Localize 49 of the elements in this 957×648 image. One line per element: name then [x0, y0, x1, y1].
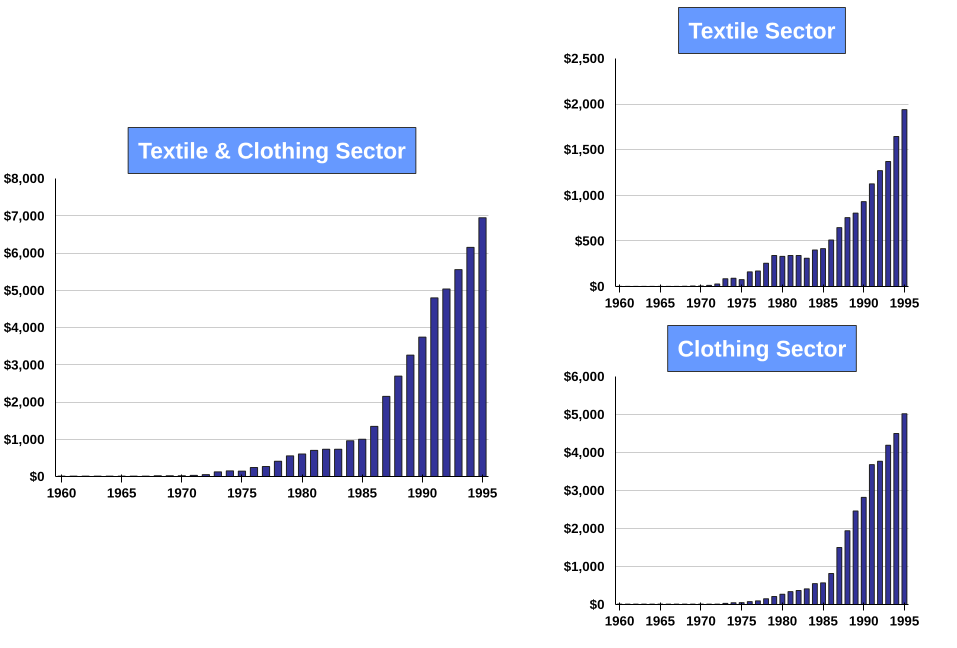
x-tick-label: 1980	[768, 614, 798, 628]
y-tick-label: $0	[590, 597, 605, 612]
y-tick-label: $1,000	[564, 188, 604, 203]
y-tick-label: $2,000	[564, 96, 604, 112]
y-tick-label: $3,000	[4, 357, 44, 372]
x-tick-label: 1975	[726, 614, 758, 628]
x-tick-label: 1960	[604, 614, 634, 628]
x-tick-label: 1980	[287, 486, 317, 500]
chart-title: Clothing Sector	[678, 336, 847, 362]
y-tick-label: $5,000	[564, 407, 604, 422]
y-tick-label: $5,000	[4, 282, 44, 298]
y-tick-label: $1,000	[4, 432, 44, 447]
y-tick-label: $4,000	[564, 445, 604, 460]
x-tick-label: 1965	[645, 296, 676, 310]
x-tick-label: 1965	[106, 486, 138, 500]
y-tick-label: $2,000	[4, 394, 44, 410]
y-tick-label: $4,000	[4, 320, 44, 335]
y-tick-label: $1,000	[564, 559, 604, 574]
x-tick-label: 1985	[808, 296, 838, 310]
x-tick-label: 1990	[408, 486, 438, 500]
y-tick-label: $1,500	[564, 142, 604, 158]
x-tick-label: 1985	[808, 614, 838, 628]
y-tick-label: $2,500	[564, 51, 604, 66]
y-tick-label: $2,000	[564, 521, 604, 536]
y-tick-label: $6,000	[564, 369, 604, 384]
x-tick-label: 1985	[347, 486, 378, 500]
chart-title: Textile Sector	[688, 18, 836, 44]
x-tick-label: 1965	[645, 614, 676, 628]
x-tick-label: 1960	[46, 486, 76, 500]
y-tick-label: $0	[590, 279, 605, 294]
x-tick-label: 1970	[166, 486, 197, 500]
x-tick-label: 1995	[468, 486, 498, 500]
x-tick-label: 1975	[726, 296, 758, 310]
x-tick-label: 1995	[890, 614, 920, 628]
x-tick-label: 1960	[604, 296, 634, 310]
y-tick-label: $7,000	[4, 208, 44, 224]
x-tick-label: 1990	[848, 296, 879, 310]
x-tick-label: 1980	[768, 296, 798, 310]
y-tick-label: $3,000	[564, 483, 604, 498]
x-tick-label: 1970	[686, 296, 716, 310]
x-tick-label: 1970	[686, 614, 716, 628]
chart-title: Textile & Clothing Sector	[138, 138, 406, 164]
x-tick-label: 1990	[848, 614, 879, 628]
y-tick-label: $8,000	[4, 171, 44, 186]
x-tick-label: 1995	[890, 296, 920, 310]
y-tick-label: $500	[574, 233, 605, 248]
x-tick-label: 1975	[227, 486, 258, 500]
y-tick-label: $6,000	[4, 246, 44, 260]
y-tick-label: $0	[30, 469, 45, 484]
